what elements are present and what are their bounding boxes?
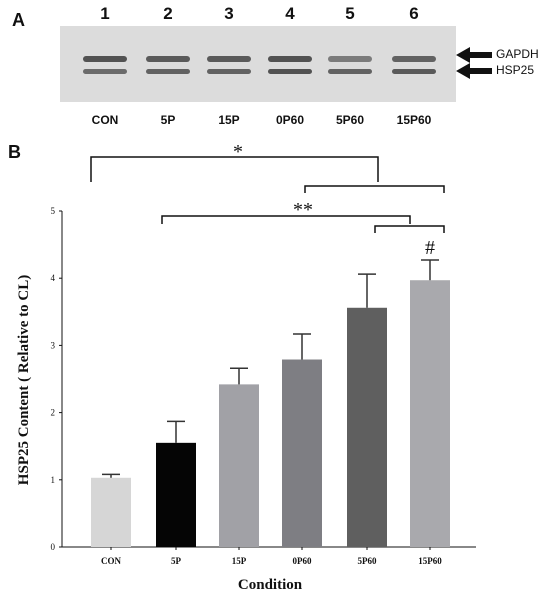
lane-label: 5P60 <box>336 113 364 127</box>
significance-brackets <box>90 156 445 233</box>
lane-label: 0P60 <box>276 113 304 127</box>
bracket-0p60-vs-15p60 <box>304 185 445 193</box>
lane-number: 4 <box>285 4 295 23</box>
lane-number: 3 <box>224 4 233 23</box>
x-tick-label: 0P60 <box>293 556 312 566</box>
lane-number: 1 <box>100 4 109 23</box>
x-tick-label: CON <box>101 556 122 566</box>
x-tick-label: 5P <box>171 556 182 566</box>
bar <box>347 307 387 547</box>
blot-bands <box>83 56 436 74</box>
band-label-hsp25: HSP25 <box>496 63 534 77</box>
gapdh-band <box>207 56 251 62</box>
x-tick-label: 15P <box>232 556 247 566</box>
y-tick-label: 4 <box>51 273 56 283</box>
hsp25-band <box>268 69 312 74</box>
gapdh-band <box>392 56 436 62</box>
y-axis-title: HSP25 Content ( Relative to CL) <box>16 275 32 485</box>
lane-label: 15P60 <box>397 113 432 127</box>
lane-number: 5 <box>345 4 354 23</box>
y-tick-label: 2 <box>51 408 56 418</box>
y-tick-label: 1 <box>51 475 56 485</box>
annotation-hash: # <box>425 237 435 259</box>
lane-number: 2 <box>163 4 172 23</box>
y-ticks: 0 1 2 3 4 5 <box>51 206 62 552</box>
lane-label: 15P <box>218 113 239 127</box>
y-tick-label: 0 <box>51 542 56 552</box>
lane-label: 5P <box>161 113 176 127</box>
bar <box>91 477 131 547</box>
band-arrows <box>456 47 492 79</box>
gapdh-band <box>268 56 312 62</box>
gapdh-band <box>83 56 127 62</box>
hsp25-band <box>392 69 436 74</box>
panel-a-letter: A <box>12 10 25 30</box>
x-ticks: CON 5P 15P 0P60 5P60 15P60 <box>101 547 442 566</box>
x-axis-title: Condition <box>238 577 303 593</box>
lane-number: 6 <box>409 4 418 23</box>
bars <box>91 259 450 547</box>
gapdh-band <box>146 56 190 62</box>
bar <box>156 442 196 547</box>
annotation-star: * <box>233 141 243 163</box>
bracket-5p60-vs-15p60 <box>374 225 445 233</box>
bracket-con-vs-0p60 <box>90 156 379 182</box>
bar <box>410 280 450 547</box>
bar <box>282 359 322 547</box>
lane-labels: CON 5P 15P 0P60 5P60 15P60 <box>92 113 432 127</box>
band-label-gapdh: GAPDH <box>496 47 539 61</box>
hsp25-band <box>328 69 372 74</box>
hsp25-band <box>146 69 190 74</box>
bracket-5p-vs-5p60 <box>161 215 411 224</box>
hsp25-band <box>83 69 127 74</box>
hsp25-arrow-icon <box>456 63 492 79</box>
lane-label: CON <box>92 113 119 127</box>
annotation-double-star: ** <box>293 199 313 221</box>
y-tick-label: 5 <box>51 206 56 216</box>
gapdh-band <box>328 56 372 62</box>
bar <box>219 384 259 547</box>
gapdh-arrow-icon <box>456 47 492 63</box>
western-blot <box>60 26 456 102</box>
x-tick-label: 15P60 <box>418 556 442 566</box>
hsp25-band <box>207 69 251 74</box>
lane-numbers: 1 2 3 4 5 6 <box>100 4 418 23</box>
panel-b-letter: B <box>8 142 21 162</box>
x-tick-label: 5P60 <box>358 556 377 566</box>
y-tick-label: 3 <box>51 340 56 350</box>
